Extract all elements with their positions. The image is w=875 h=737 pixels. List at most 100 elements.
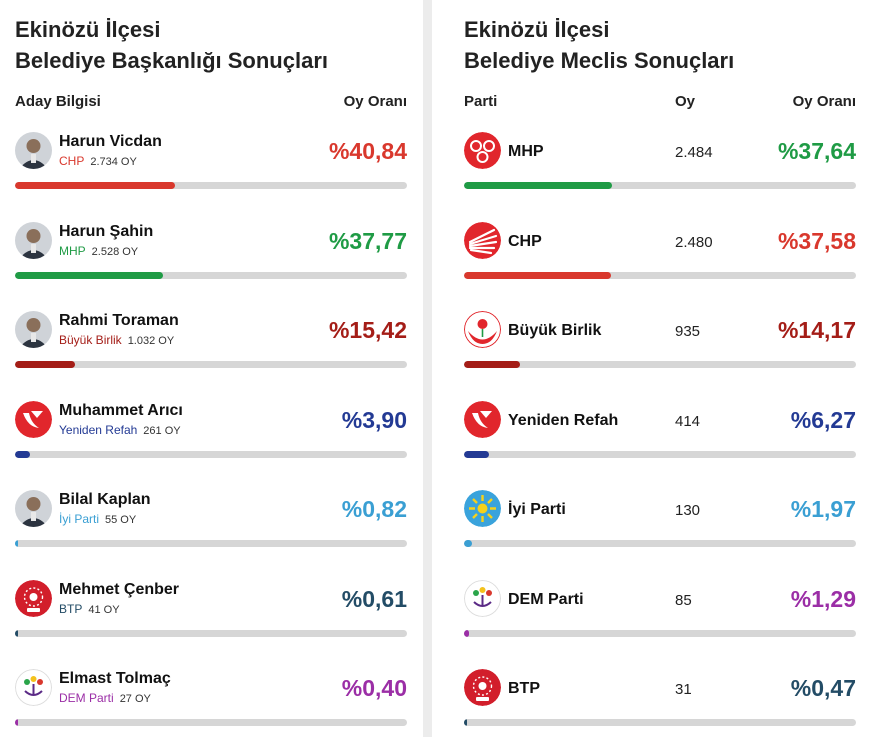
council-title-line1: Ekinözü İlçesi <box>464 17 610 42</box>
mayor-panel-title: Ekinözü İlçesi Belediye Başkanlığı Sonuç… <box>15 14 328 76</box>
vote-share-bar-fill <box>15 629 18 637</box>
candidate-row: Muhammet Arıcı Yeniden Refah 261 OY %3,90 <box>15 399 407 488</box>
candidate-row: Mehmet Çenber BTP 41 OY %0,61 <box>15 578 407 667</box>
candidate-row: Bilal Kaplan İyi Parti 55 OY %0,82 <box>15 488 407 577</box>
candidate-votes: 41 OY <box>88 603 120 616</box>
party-votes: 935 <box>675 323 701 340</box>
vote-share-bar-fill <box>464 629 470 637</box>
candidate-party: MHP <box>59 243 86 258</box>
vote-share-bar-fill <box>15 450 31 458</box>
party-row: Büyük Birlik 935 %14,17 <box>464 309 856 398</box>
vote-share-bar <box>15 271 407 279</box>
party-name: MHP <box>508 143 544 160</box>
candidate-name: Elmast Tolmaç <box>59 670 171 687</box>
vote-share-bar <box>15 719 407 726</box>
candidate-party: İyi Parti <box>59 512 100 526</box>
council-title-line2: Belediye Meclis Sonuçları <box>464 48 735 73</box>
candidate-votes: 55 OY <box>105 514 137 526</box>
vote-share-bar <box>464 271 856 279</box>
candidate-row: Rahmi Toraman Büyük Birlik 1.032 OY %15,42 <box>15 309 407 398</box>
candidate-vote-share: %3,90 <box>341 406 407 433</box>
candidate-name: Bilal Kaplan <box>59 491 151 508</box>
mayor-title-line2: Belediye Başkanlığı Sonuçları <box>15 48 329 73</box>
vote-share-bar <box>464 719 856 726</box>
candidate-party-line: İyi Parti 55 OY <box>59 512 136 526</box>
party-row: Yeniden Refah 414 %6,27 <box>464 399 856 488</box>
candidate-party: DEM Parti <box>59 691 114 705</box>
header-candidate-info: Aday Bilgisi <box>15 93 101 110</box>
party-vote-share: %14,17 <box>777 317 856 343</box>
candidate-party: BTP <box>59 601 83 616</box>
candidate-party: Yeniden Refah <box>59 422 138 437</box>
candidate-vote-share: %0,82 <box>341 496 407 522</box>
party-logo-icon <box>15 579 52 617</box>
mayor-results-panel: Ekinözü İlçesi Belediye Başkanlığı Sonuç… <box>0 0 423 737</box>
party-logo-icon <box>464 490 501 527</box>
party-vote-share: %37,64 <box>777 138 856 164</box>
party-vote-share: %6,27 <box>790 406 856 433</box>
council-results-panel: Ekinözü İlçesi Belediye Meclis Sonuçları… <box>432 0 875 737</box>
party-logo-icon <box>464 579 501 617</box>
party-votes: 31 <box>675 681 692 698</box>
party-row: DEM Parti 85 %1,29 <box>464 578 856 667</box>
candidate-name: Rahmi Toraman <box>59 312 179 329</box>
vote-share-bar-fill <box>464 719 467 726</box>
candidate-photo <box>15 132 52 169</box>
party-logo-icon <box>464 132 501 169</box>
candidate-name: Muhammet Arıcı <box>59 401 183 419</box>
party-name: CHP <box>508 232 542 250</box>
party-vote-share: %1,97 <box>790 496 856 522</box>
candidate-photo <box>15 221 52 259</box>
party-logo-icon <box>15 669 52 706</box>
candidate-votes: 27 OY <box>119 693 151 705</box>
party-votes: 2.480 <box>675 233 713 251</box>
vote-share-bar-fill <box>15 271 164 279</box>
candidate-party-line: BTP 41 OY <box>59 602 120 616</box>
candidate-row: Harun Vicdan CHP 2.734 OY %40,84 <box>15 130 407 219</box>
candidate-name: Harun Vicdan <box>59 133 162 150</box>
candidate-votes: 2.734 OY <box>90 156 137 168</box>
header-council-vote-share: Oy Oranı <box>792 93 856 110</box>
party-name: DEM Parti <box>508 590 584 608</box>
candidate-votes: 1.032 OY <box>127 335 175 347</box>
party-name: Yeniden Refah <box>508 411 619 429</box>
header-vote-share: Oy Oranı <box>343 93 407 110</box>
candidate-vote-share: %0,61 <box>341 585 407 612</box>
candidate-party-line: MHP 2.528 OY <box>59 244 138 258</box>
candidate-vote-share: %37,77 <box>328 227 407 254</box>
vote-share-bar <box>464 629 856 637</box>
party-logo-icon <box>464 221 501 259</box>
party-row: CHP 2.480 %37,58 <box>464 220 856 309</box>
party-name: BTP <box>508 680 540 697</box>
party-votes: 130 <box>675 502 701 519</box>
candidate-row: Elmast Tolmaç DEM Parti 27 OY %0,40 <box>15 667 407 737</box>
vote-share-bar <box>15 361 407 368</box>
vote-share-bar-fill <box>464 182 612 189</box>
vote-share-bar-fill <box>464 540 472 547</box>
candidate-photo <box>15 311 52 348</box>
party-vote-share: %0,47 <box>790 675 856 701</box>
vote-share-bar-fill <box>464 361 520 368</box>
vote-share-bar <box>464 182 856 189</box>
vote-share-bar <box>464 450 856 458</box>
vote-share-bar-fill <box>464 271 612 279</box>
vote-share-bar-fill <box>15 719 18 726</box>
vote-share-bar <box>15 629 407 637</box>
party-votes: 2.484 <box>675 144 713 161</box>
party-logo-icon <box>15 400 52 438</box>
party-votes: 85 <box>675 591 692 609</box>
candidate-party-line: Yeniden Refah 261 OY <box>59 423 181 437</box>
header-party: Parti <box>464 93 498 110</box>
candidate-photo <box>15 490 52 527</box>
party-row: BTP 31 %0,47 <box>464 667 856 737</box>
candidate-party-line: Büyük Birlik 1.032 OY <box>59 333 174 347</box>
party-logo-icon <box>464 400 501 438</box>
candidate-votes: 261 OY <box>143 424 181 437</box>
party-logo-icon <box>464 669 501 706</box>
candidate-votes: 2.528 OY <box>91 245 139 258</box>
mayor-title-line1: Ekinözü İlçesi <box>15 17 161 42</box>
party-row: MHP 2.484 %37,64 <box>464 130 856 219</box>
candidate-party: Büyük Birlik <box>59 333 122 347</box>
candidate-vote-share: %0,40 <box>341 675 407 701</box>
